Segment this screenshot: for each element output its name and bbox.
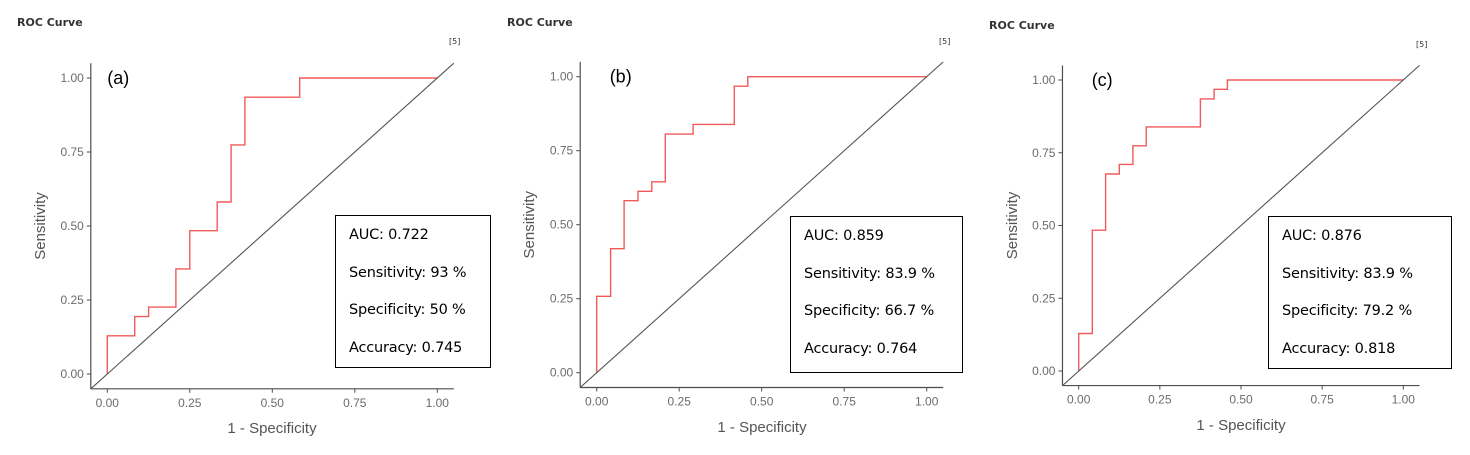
y-tick-label: 0.50 [550, 218, 574, 232]
stat-specificity: Specificity: 66.7 % [804, 303, 935, 319]
stat-accuracy: Accuracy: 0.818 [1282, 340, 1396, 357]
y-tick-label: 0.25 [1032, 291, 1056, 305]
x-tick-label: 0.50 [1229, 393, 1253, 407]
x-axis-title: 1 - Specificity [227, 420, 317, 437]
y-tick-label: 0.00 [60, 367, 84, 381]
x-tick-label: 0.75 [833, 395, 857, 409]
x-tick-label: 0.25 [178, 396, 202, 410]
y-tick-label: 1.00 [60, 71, 84, 85]
x-axis-title: 1 - Specificity [1196, 417, 1286, 434]
y-axis-title: Sensitivity [1004, 191, 1021, 259]
stat-sensitivity: Sensitivity: 83.9 % [1282, 265, 1413, 282]
stats-box: AUC: 0.876 Sensitivity: 83.9 % Specifici… [1268, 216, 1452, 369]
roc-curve-line [596, 75, 927, 373]
x-tick-label: 1.00 [915, 395, 939, 409]
y-tick-label: 0.00 [550, 366, 574, 380]
chance-diagonal-line [90, 62, 455, 390]
roc-plot-b: 0.00 0.25 0.50 0.75 1.00 0.00 0.25 0.50 0.75 1.00… [521, 61, 944, 436]
x-tick-label: 0.50 [261, 396, 285, 410]
stats-box: AUC: 0.859 Sensitivity: 83.9 % Specifici… [790, 216, 963, 373]
stat-auc: AUC: 0.722 [349, 227, 429, 243]
chart-title: ROC Curve [989, 19, 1055, 32]
x-tick-label: 0.25 [668, 395, 692, 409]
chance-diagonal-line [1062, 64, 1420, 387]
y-tick-label: 1.00 [550, 70, 574, 84]
x-axis-title: 1 - Specificity [717, 419, 807, 436]
panel-tag-label: (b) [610, 67, 632, 87]
stat-sensitivity: Sensitivity: 93 % [349, 264, 467, 281]
roc-panel-a: ROC Curve [5] 0.00 0.25 0.50 0.75 1.00 0.00 0.… [0, 0, 491, 455]
y-tick-label: 0.50 [1032, 219, 1056, 233]
stat-sensitivity: Sensitivity: 83.9 % [804, 265, 935, 282]
x-tick-label: 0.00 [585, 395, 609, 409]
y-tick-label: 1.00 [1032, 73, 1056, 87]
chart-title: ROC Curve [17, 16, 83, 29]
y-tick-label: 0.25 [550, 292, 574, 306]
x-tick-label: 0.00 [1067, 393, 1091, 407]
roc-curve-line [1077, 79, 1404, 371]
stats-box: AUC: 0.722 Sensitivity: 93 % Specificity… [335, 215, 491, 368]
x-tick-label: 0.75 [343, 396, 367, 410]
y-tick-label: 0.75 [1032, 146, 1056, 160]
stat-auc: AUC: 0.876 [1282, 228, 1362, 244]
y-tick-label: 0.00 [1032, 364, 1056, 378]
reference-label: [5] [449, 37, 461, 46]
reference-label: [5] [939, 37, 951, 46]
stat-specificity: Specificity: 79.2 % [1282, 303, 1413, 319]
stat-accuracy: Accuracy: 0.745 [349, 339, 463, 356]
reference-label: [5] [1416, 40, 1428, 49]
x-tick-label: 1.00 [1392, 393, 1416, 407]
y-axis-title: Sensitivity [32, 192, 49, 260]
y-tick-label: 0.75 [60, 145, 84, 159]
x-tick-label: 0.75 [1310, 393, 1334, 407]
stat-accuracy: Accuracy: 0.764 [804, 340, 918, 357]
y-tick-label: 0.25 [60, 293, 84, 307]
chart-title: ROC Curve [507, 16, 573, 29]
x-tick-label: 0.50 [750, 395, 774, 409]
y-tick-label: 0.50 [60, 219, 84, 233]
stat-specificity: Specificity: 50 % [349, 302, 466, 318]
panel-tag-label: (a) [107, 68, 129, 88]
roc-plot-a: 0.00 0.25 0.50 0.75 1.00 0.00 0.25 0.50 0.75 1.00… [32, 62, 455, 437]
x-tick-label: 0.00 [96, 396, 120, 410]
x-tick-label: 1.00 [426, 396, 450, 410]
chance-diagonal-line [579, 61, 944, 388]
stat-auc: AUC: 0.859 [804, 228, 884, 244]
y-axis-title: Sensitivity [521, 190, 538, 258]
y-tick-label: 0.75 [550, 144, 574, 158]
roc-panel-b: ROC Curve [5] 0.00 0.25 0.50 0.75 1.00 0.00 0.… [507, 16, 963, 436]
panel-tag-label: (c) [1092, 70, 1113, 90]
roc-curve-line [106, 77, 438, 374]
x-tick-label: 0.25 [1148, 393, 1172, 407]
